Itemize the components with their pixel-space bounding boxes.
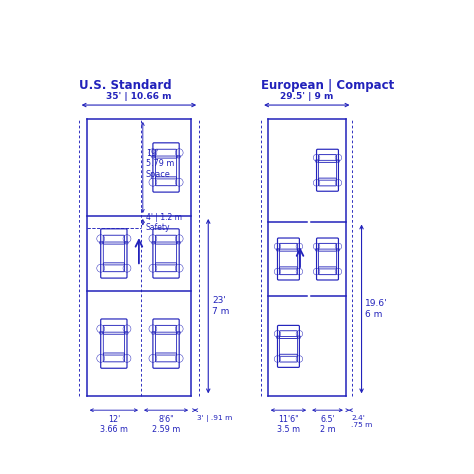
Text: 12'
3.66 m: 12' 3.66 m [100,415,128,434]
Text: U.S. Standard: U.S. Standard [79,79,171,91]
Text: 2.4'
.75 m: 2.4' .75 m [351,415,373,428]
Text: 29.5' | 9 m: 29.5' | 9 m [280,91,334,100]
Text: 8'6"
2.59 m: 8'6" 2.59 m [152,415,180,434]
Text: 3' | .91 m: 3' | .91 m [197,415,232,421]
Text: 4' | 1.2 m
Safety: 4' | 1.2 m Safety [146,212,182,232]
Text: 19.6'
6 m: 19.6' 6 m [365,299,388,319]
Text: 35' | 10.66 m: 35' | 10.66 m [106,91,172,100]
Text: 6.5'
2 m: 6.5' 2 m [319,415,335,434]
Text: 23'
7 m: 23' 7 m [212,296,229,316]
Text: European | Compact: European | Compact [261,79,394,91]
Text: 11'6"
3.5 m: 11'6" 3.5 m [277,415,300,434]
Text: 19'
5.79 m
Space: 19' 5.79 m Space [146,149,174,179]
